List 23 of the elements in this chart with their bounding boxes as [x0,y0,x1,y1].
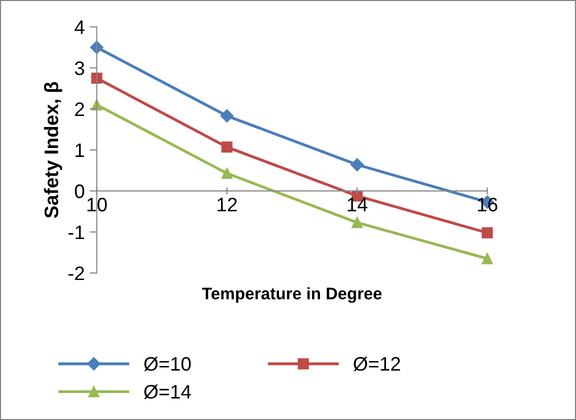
y-tick-label: 0 [74,184,84,198]
x-tick-label: 14 [348,198,368,212]
point [482,227,493,238]
legend-label: Ø=10 [144,356,191,372]
y-tick-label: 3 [74,61,84,76]
point [350,158,364,172]
y-tick-label: 2 [75,102,84,116]
legend-label: Ø=14 [144,384,191,399]
y-axis-title: Safety Index, β [44,82,62,218]
x-axis-title: Temperature in Degree [202,287,382,303]
point [221,142,232,153]
point [220,109,234,122]
point [221,168,232,179]
point [352,216,363,228]
legend-label: Ø=12 [354,356,400,372]
y-tick-label: -2 [68,266,84,280]
point [482,253,493,264]
point [91,72,102,84]
y-tick-label: 1 [76,144,84,157]
y-tick-label: -1 [68,226,84,240]
x-tick-label: 12 [218,198,237,212]
y-tick-label: 4 [74,20,84,34]
x-tick-label: 10 [87,198,107,212]
